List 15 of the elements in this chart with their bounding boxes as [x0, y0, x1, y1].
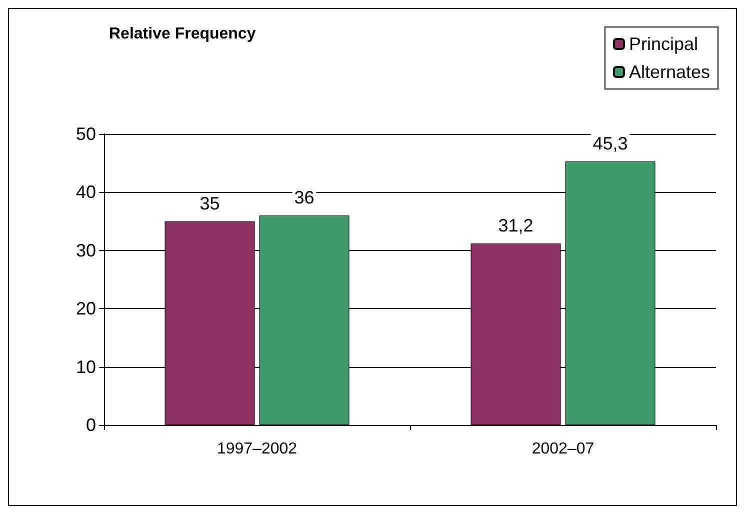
y-tick-label: 10: [76, 356, 96, 377]
y-tick-label: 30: [76, 240, 96, 260]
data-label: 35: [200, 193, 220, 214]
y-tick-label: 20: [76, 298, 96, 319]
x-tick-label: 2002–07: [532, 440, 594, 458]
y-tick-label: 40: [76, 182, 96, 202]
data-label: 36: [294, 187, 314, 208]
x-tick-label: 1997–2002: [216, 440, 298, 458]
data-label: 31,2: [498, 215, 534, 236]
legend-label: Principal: [628, 34, 698, 54]
y-tick-label: 50: [76, 124, 96, 144]
data-label: 45,3: [592, 133, 628, 154]
y-tick-label: 0: [86, 415, 96, 435]
chart-title: Relative Frequency: [109, 26, 256, 42]
legend-label: Alternates: [628, 62, 710, 82]
